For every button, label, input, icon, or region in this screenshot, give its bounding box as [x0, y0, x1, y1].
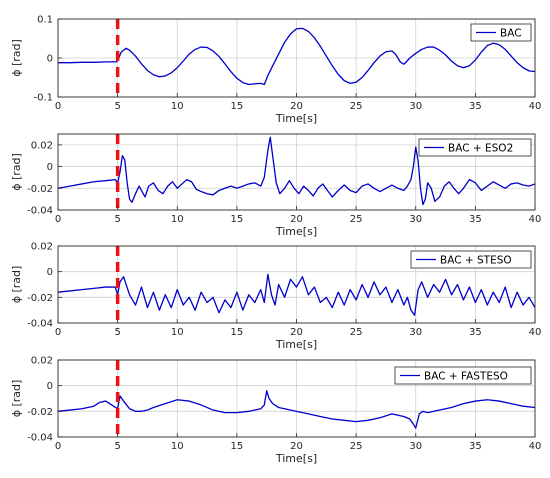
- y-tick-label: 0: [47, 267, 53, 278]
- x-tick-label: 15: [231, 441, 244, 452]
- x-tick-label: 25: [350, 214, 363, 225]
- legend-label: BAC + ESO2: [448, 142, 513, 154]
- x-tick-label: 0: [55, 327, 61, 338]
- x-axis-label: Time[s]: [275, 338, 317, 351]
- series-line-1: [57, 136, 536, 206]
- x-tick-label: 0: [55, 441, 61, 452]
- x-tick-label: 30: [409, 327, 422, 338]
- legend-box: [418, 138, 532, 157]
- x-tick-label: 20: [290, 101, 303, 112]
- x-tick-label: 40: [529, 441, 542, 452]
- x-tick-label: 5: [114, 214, 120, 225]
- y-axis-label: ϕ [rad]: [10, 380, 23, 418]
- y-tick-label: 0: [47, 162, 53, 173]
- y-tick-label: 0: [47, 381, 53, 392]
- x-axis-label: Time[s]: [275, 225, 317, 238]
- x-tick-label: 15: [231, 214, 244, 225]
- legend-box: [394, 366, 532, 385]
- legend: BAC + FASTESO: [394, 366, 532, 385]
- series-line-1: [58, 27, 536, 86]
- y-tick-label: 0.02: [31, 356, 53, 367]
- x-axis-label: Time[s]: [275, 452, 317, 465]
- x-tick-label: 5: [114, 327, 120, 338]
- subplot-2: 0 5 10 15 20 25 30 35 40 -0.04 -0.02 0 0.02 Time[s] ϕ …: [10, 133, 542, 238]
- x-tick-label: 10: [171, 441, 184, 452]
- y-tick-label: -0.04: [27, 433, 53, 444]
- y-tick-label: -0.04: [27, 319, 53, 330]
- x-tick-label: 35: [469, 214, 482, 225]
- y-axis-label: ϕ [rad]: [10, 153, 23, 191]
- y-tick-label: 0: [47, 54, 53, 65]
- x-tick-label: 10: [171, 327, 184, 338]
- x-tick-label: 25: [350, 327, 363, 338]
- y-axis-label: ϕ [rad]: [10, 39, 23, 77]
- legend-label: BAC + STESO: [440, 254, 512, 266]
- x-tick-label: 35: [469, 441, 482, 452]
- series-line-1: [57, 273, 536, 316]
- x-tick-label: 20: [290, 327, 303, 338]
- x-tick-label: 15: [231, 327, 244, 338]
- x-tick-label: 15: [231, 101, 244, 112]
- x-tick-label: 0: [55, 214, 61, 225]
- y-tick-label: -0.1: [33, 93, 53, 104]
- legend: BAC + ESO2: [418, 138, 532, 157]
- legend-label: BAC: [500, 27, 522, 39]
- x-tick-label: 30: [409, 441, 422, 452]
- subplot-4: 0 5 10 15 20 25 30 35 40 -0.04 -0.02 0 0.02 Time[s] ϕ …: [10, 356, 541, 466]
- x-tick-label: 35: [469, 101, 482, 112]
- x-tick-label: 20: [290, 214, 303, 225]
- x-tick-label: 5: [114, 441, 120, 452]
- x-tick-label: 5: [114, 101, 120, 112]
- y-tick-label: -0.02: [27, 293, 53, 304]
- y-axis-label: ϕ [rad]: [10, 266, 23, 304]
- x-tick-label: 25: [350, 441, 363, 452]
- y-tick-label: 0.02: [31, 140, 53, 151]
- x-axis-label: Time[s]: [275, 112, 317, 125]
- y-tick-label: -0.02: [27, 184, 53, 195]
- series-line-1: [57, 390, 536, 429]
- x-tick-label: 20: [290, 441, 303, 452]
- y-tick-label: 0.1: [37, 15, 53, 26]
- legend-box: [470, 23, 532, 42]
- x-tick-label: 40: [529, 101, 542, 112]
- x-tick-label: 40: [529, 327, 542, 338]
- legend: BAC + STESO: [410, 250, 532, 269]
- x-tick-label: 35: [469, 327, 482, 338]
- legend: BAC: [470, 23, 532, 42]
- x-tick-label: 0: [55, 101, 61, 112]
- x-tick-label: 40: [529, 214, 542, 225]
- y-tick-label: 0.02: [31, 242, 53, 253]
- y-tick-label: -0.04: [27, 206, 53, 217]
- x-tick-label: 25: [350, 101, 363, 112]
- legend-label: BAC + FASTESO: [424, 370, 508, 382]
- x-tick-label: 30: [409, 214, 422, 225]
- legend-box: [410, 250, 532, 269]
- x-tick-label: 30: [409, 101, 422, 112]
- subplot-3: 0 5 10 15 20 25 30 35 40 -0.04 -0.02 0 0.02 Time[s] ϕ …: [10, 242, 541, 352]
- y-tick-label: -0.02: [27, 407, 53, 418]
- x-tick-label: 10: [171, 101, 184, 112]
- x-tick-label: 10: [171, 214, 184, 225]
